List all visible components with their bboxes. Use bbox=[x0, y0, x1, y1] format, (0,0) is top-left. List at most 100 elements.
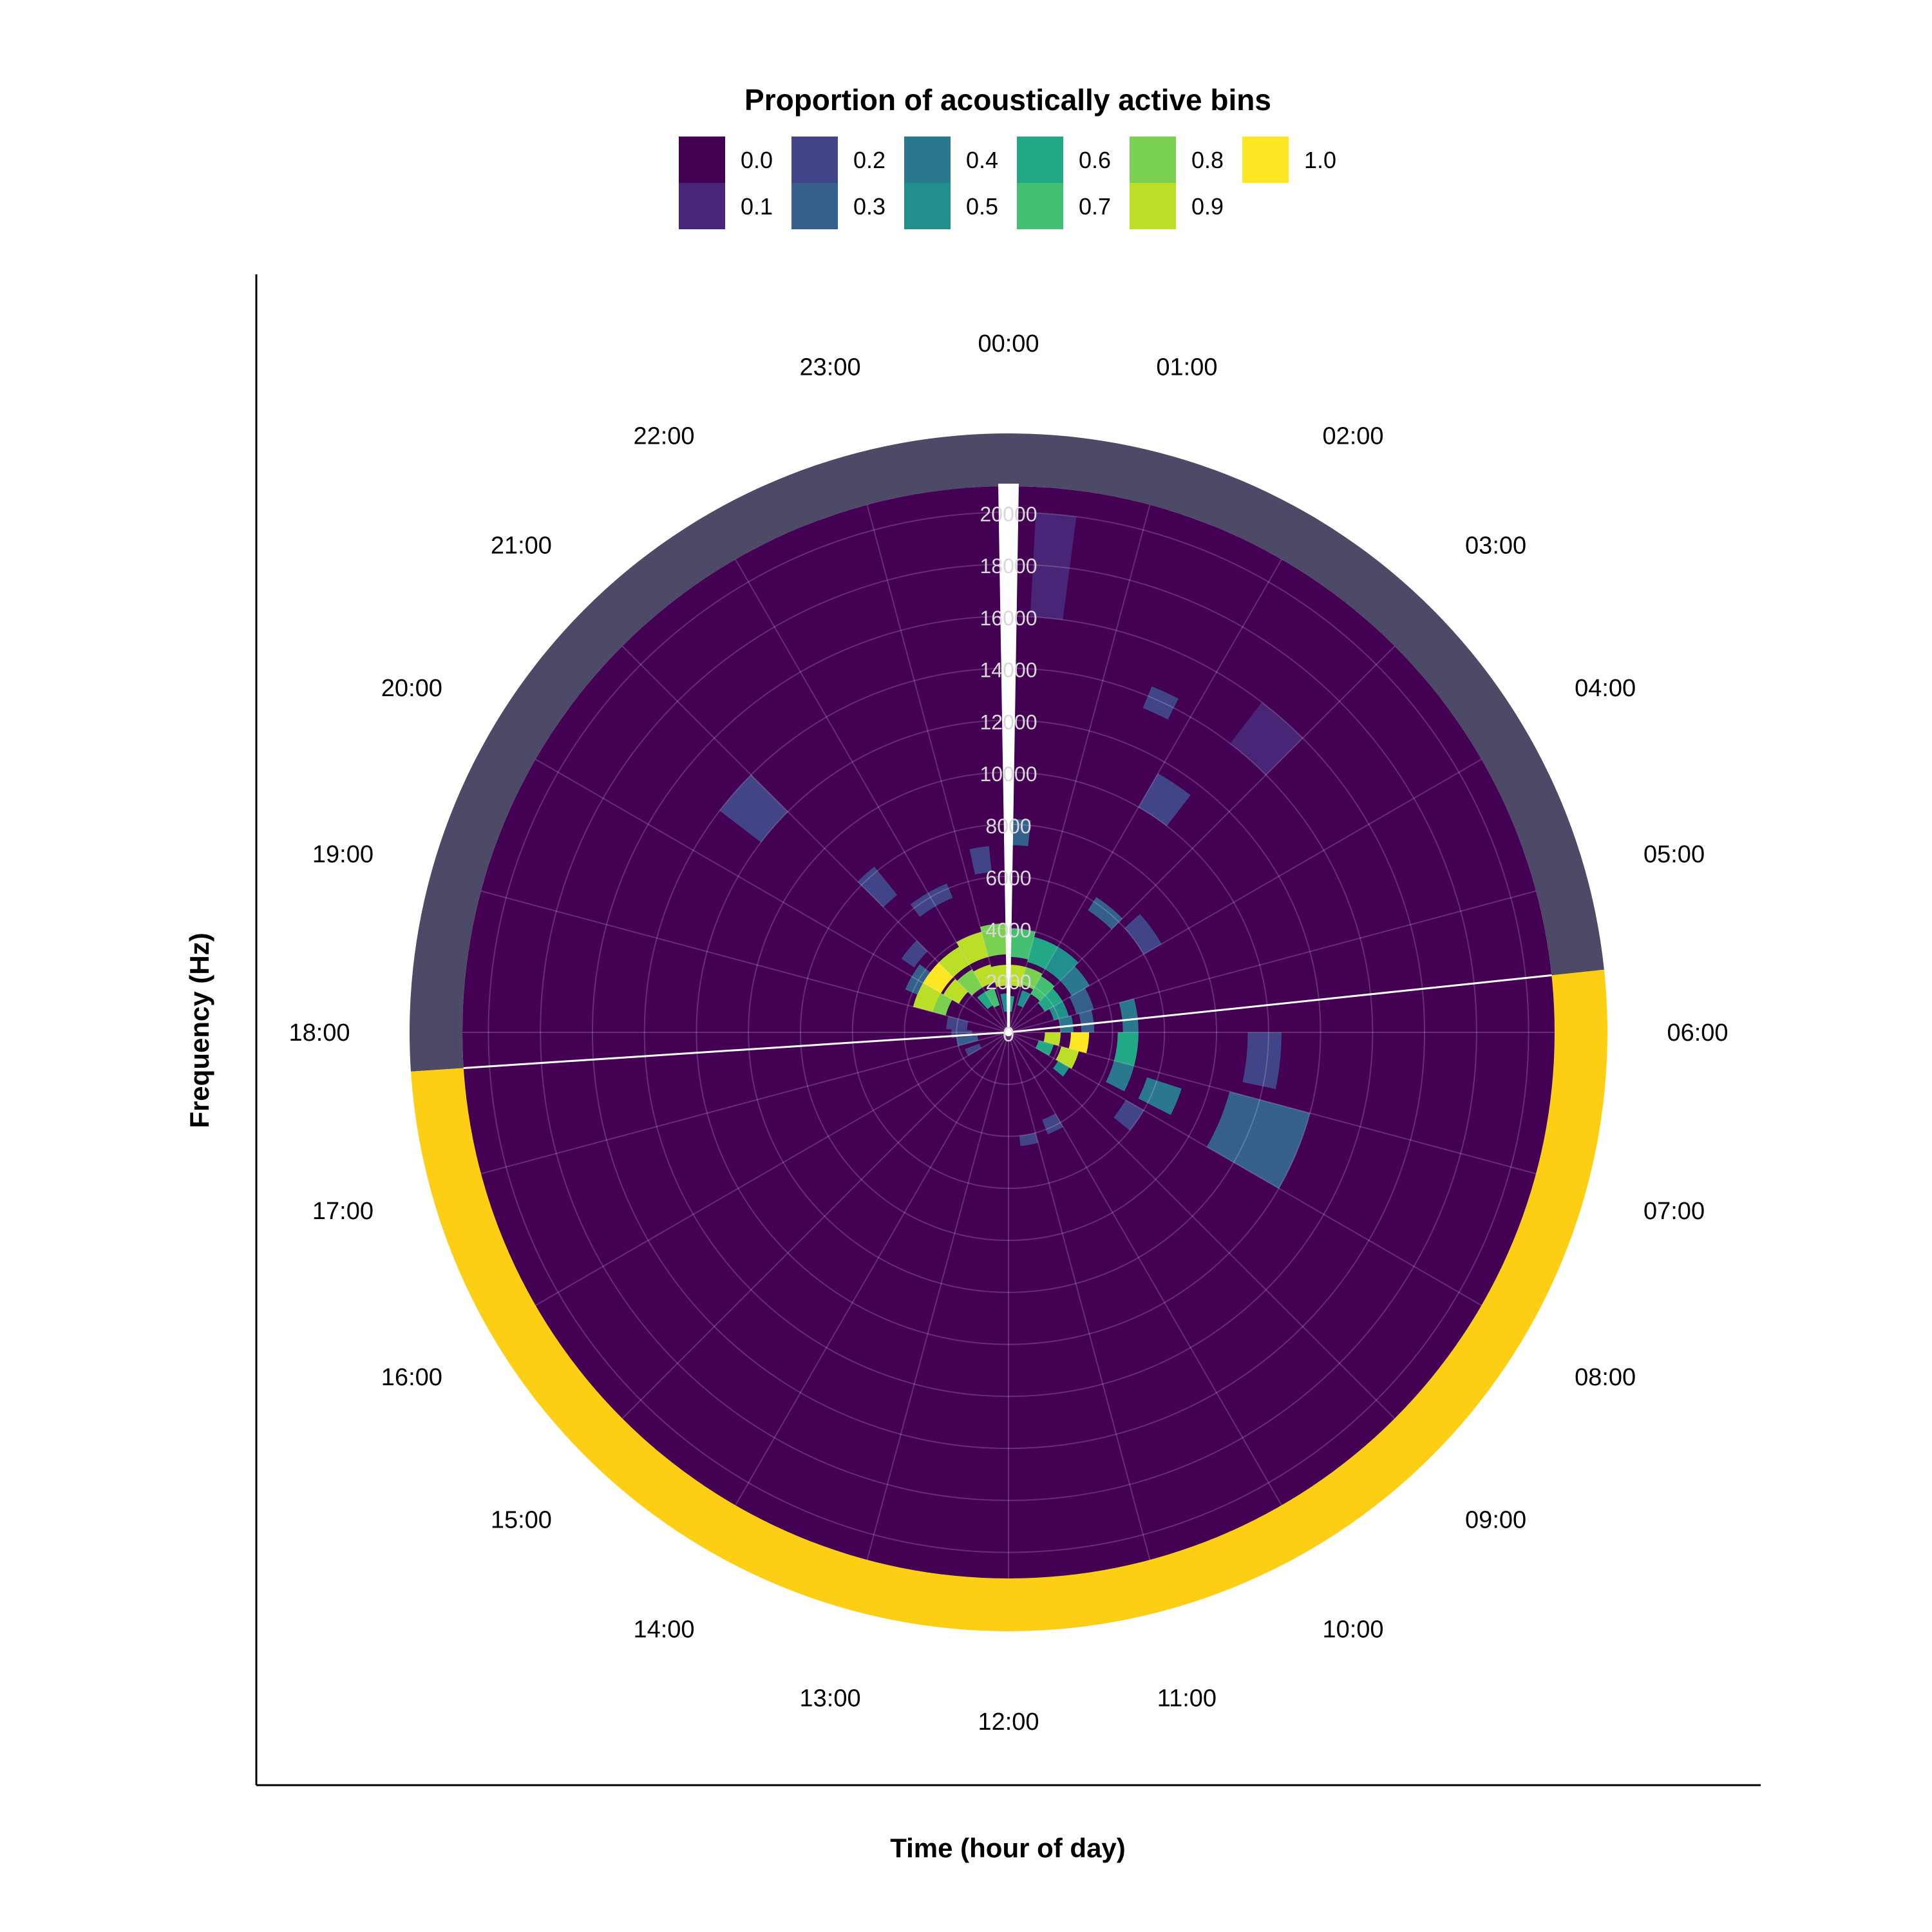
legend-item: 0.8 bbox=[1130, 137, 1242, 183]
heatmap-cell bbox=[1027, 936, 1058, 970]
legend-swatch bbox=[1242, 137, 1289, 183]
midnight-marker bbox=[998, 484, 1019, 1036]
heatmap-cell bbox=[946, 1016, 969, 1030]
legend-label: 0.0 bbox=[741, 147, 773, 173]
heatmap-cell bbox=[901, 940, 928, 968]
legend-label: 0.4 bbox=[966, 147, 999, 173]
heatmap-cell bbox=[1142, 686, 1179, 720]
radial-tick-label: 20000 bbox=[980, 502, 1037, 526]
heatmap-cell bbox=[1113, 1032, 1139, 1066]
angular-gridline bbox=[1008, 1032, 1482, 1306]
heatmap-cell bbox=[1059, 1015, 1074, 1032]
heatmap-cell bbox=[1124, 914, 1162, 954]
heatmap-cell bbox=[910, 883, 953, 917]
radial-tick-label: 18000 bbox=[980, 554, 1037, 578]
legend-swatch bbox=[1130, 137, 1176, 183]
legend-label: 0.2 bbox=[853, 147, 886, 173]
angular-gridline bbox=[1008, 1032, 1537, 1175]
legend-swatch bbox=[1017, 137, 1063, 183]
angular-tick-label: 11:00 bbox=[1157, 1685, 1217, 1712]
angular-tick-label: 07:00 bbox=[1643, 1198, 1705, 1225]
legend-item: 0.1 bbox=[679, 183, 791, 229]
angular-gridline bbox=[1008, 1032, 1282, 1506]
angular-gridline bbox=[535, 1032, 1009, 1306]
heatmap-cell bbox=[1000, 993, 1009, 1012]
legend-swatch bbox=[1130, 183, 1176, 229]
heatmap-cell bbox=[1230, 702, 1303, 775]
heatmap-cell bbox=[943, 979, 969, 1004]
legend-swatch bbox=[904, 183, 951, 229]
angular-tick-label: 22:00 bbox=[633, 422, 694, 450]
angular-gridline bbox=[735, 559, 1009, 1033]
angular-tick-label: 10:00 bbox=[1322, 1616, 1383, 1643]
angular-tick-label: 12:00 bbox=[978, 1709, 1039, 1736]
y-axis-title: Frequency (Hz) bbox=[184, 933, 214, 1128]
angular-gridline bbox=[480, 890, 1009, 1033]
legend-label: 0.8 bbox=[1191, 147, 1224, 173]
heatmap-cell bbox=[933, 993, 952, 1016]
heatmap-cell bbox=[1053, 1061, 1070, 1077]
heatmap-cell bbox=[1069, 988, 1094, 1014]
angular-tick-label: 03:00 bbox=[1465, 532, 1526, 559]
heatmap-cell bbox=[1037, 988, 1063, 1012]
center-dot bbox=[1005, 1028, 1012, 1036]
heatmap-cell bbox=[1045, 947, 1079, 981]
angular-tick-label: 13:00 bbox=[800, 1685, 861, 1712]
heatmap-cell bbox=[990, 965, 1009, 987]
heatmap-cell bbox=[1009, 965, 1027, 987]
legend-item: 0.6 bbox=[1017, 137, 1130, 183]
heatmap-cell bbox=[969, 846, 992, 875]
angular-tick-label: 20:00 bbox=[381, 675, 442, 702]
heatmap-cell bbox=[1119, 998, 1139, 1032]
heatmap-cell bbox=[1019, 1133, 1038, 1146]
radial-tick-label: 2000 bbox=[985, 971, 1031, 994]
heatmap-cell bbox=[1021, 967, 1043, 990]
heatmap-cell bbox=[973, 964, 996, 988]
legend-item: 0.2 bbox=[791, 137, 904, 183]
radial-tick-label: 0 bbox=[1003, 1023, 1014, 1046]
radial-tick-label: 10000 bbox=[980, 762, 1037, 786]
angular-tick-label: 01:00 bbox=[1156, 354, 1217, 381]
heatmap-cell bbox=[1017, 990, 1031, 1008]
x-axis-title: Time (hour of day) bbox=[890, 1833, 1126, 1863]
angular-tick-label: 16:00 bbox=[381, 1364, 442, 1391]
heatmap-cell bbox=[1043, 1032, 1061, 1046]
legend-label: 0.5 bbox=[966, 193, 999, 220]
legend-label: 0.9 bbox=[1191, 193, 1224, 220]
heatmap-cell bbox=[1068, 1032, 1090, 1054]
heatmap-cell bbox=[1009, 819, 1031, 846]
heatmap-cell bbox=[1079, 1010, 1095, 1032]
angular-tick-label: 14:00 bbox=[633, 1616, 694, 1643]
legend-item: 0.7 bbox=[1017, 183, 1130, 229]
angular-tick-label: 18:00 bbox=[289, 1019, 350, 1046]
angular-tick-label: 17:00 bbox=[312, 1198, 374, 1225]
legend-swatch bbox=[679, 137, 725, 183]
angular-gridline bbox=[735, 1032, 1009, 1506]
angular-tick-label: 00:00 bbox=[978, 330, 1039, 357]
legend-item: 0.0 bbox=[679, 137, 791, 183]
legend-item: 0.9 bbox=[1130, 183, 1242, 229]
heatmap-cell bbox=[1048, 1001, 1069, 1021]
heatmap-cell bbox=[719, 775, 788, 843]
legend-label: 0.7 bbox=[1079, 193, 1112, 220]
heatmap-cell bbox=[913, 983, 942, 1012]
legend-swatch bbox=[1017, 183, 1063, 229]
heatmap-cell bbox=[1138, 773, 1191, 826]
angular-gridline bbox=[1008, 1032, 1396, 1419]
heatmap-cell bbox=[1088, 897, 1123, 930]
legend-item: 0.3 bbox=[791, 183, 904, 229]
day-boundary-line bbox=[1008, 974, 1552, 1034]
heatmap-cell bbox=[923, 962, 954, 994]
angular-tick-label: 05:00 bbox=[1643, 841, 1705, 868]
angular-gridline bbox=[866, 1032, 1009, 1560]
heatmap-cell bbox=[1042, 1113, 1063, 1135]
heatmap-cell bbox=[965, 1043, 982, 1056]
legend: 0.0 0.1 0.2 0.3 0.4 0.5 0.6 0.7 0.8 0.9 1.0 bbox=[679, 137, 1387, 240]
heatmap-cell bbox=[977, 992, 993, 1009]
heatmap-cell bbox=[1138, 1077, 1182, 1115]
radial-tick-label: 12000 bbox=[980, 710, 1037, 734]
radial-tick-label: 6000 bbox=[985, 867, 1031, 890]
angular-tick-label: 15:00 bbox=[491, 1507, 552, 1534]
radial-tick-label: 14000 bbox=[980, 659, 1037, 682]
